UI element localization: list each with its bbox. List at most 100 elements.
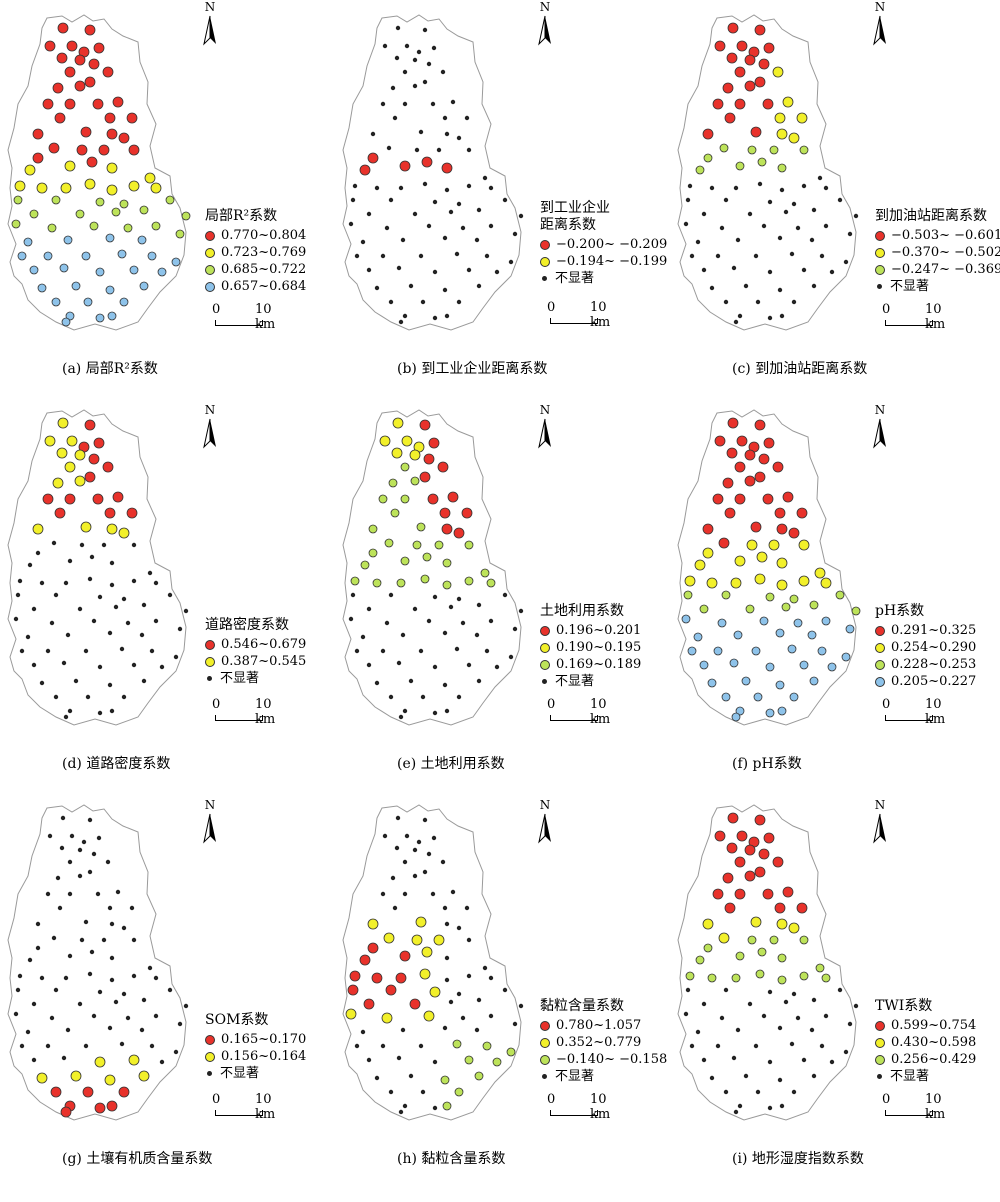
legend-label: 0.770~0.804 — [221, 228, 307, 243]
sample-point-red — [763, 832, 775, 844]
legend-label: 0.430~0.598 — [891, 1035, 977, 1050]
sample-point-yellow — [367, 918, 379, 930]
sample-point-black — [518, 608, 524, 614]
legend-swatch-blue — [205, 281, 215, 292]
sample-point-black — [374, 680, 380, 686]
legend-item: 不显著 — [540, 673, 641, 690]
region-outline — [7, 804, 187, 1121]
sample-point-black — [49, 620, 55, 626]
sample-point-red — [54, 507, 66, 519]
legend: 到加油站距离系数 −0.503~ −0.601 −0.370~ −0.502 −0.2… — [875, 208, 1000, 295]
sample-point-yellow — [401, 435, 413, 447]
sample-point-red — [453, 527, 465, 539]
sample-point-black — [488, 185, 494, 191]
region-outline — [7, 14, 187, 331]
legend-item: 0.190~0.195 — [540, 639, 641, 656]
sample-point-black — [396, 265, 402, 271]
sample-point-green — [442, 580, 452, 590]
sample-point-blue — [717, 618, 727, 628]
sample-point-black — [57, 905, 63, 911]
sample-point-blue — [105, 285, 115, 295]
sample-point-black — [789, 251, 795, 257]
sample-point-black — [53, 694, 59, 700]
sample-point-blue — [107, 311, 117, 321]
sample-point-black — [366, 1057, 372, 1063]
sample-point-black — [701, 1001, 707, 1007]
sample-point-red — [64, 98, 76, 110]
sample-point-black — [398, 185, 404, 191]
legend-item: −0.370~ −0.502 — [875, 244, 1000, 261]
legend-label: 0.190~0.195 — [556, 640, 642, 655]
sample-point-yellow — [118, 527, 130, 539]
sample-point-black — [125, 1015, 131, 1021]
north-label: N — [204, 798, 216, 812]
sample-point-blue — [119, 297, 129, 307]
sample-point-blue — [775, 628, 785, 638]
sample-point-red — [409, 998, 421, 1010]
sample-point-black — [422, 27, 428, 33]
sample-point-black — [177, 626, 183, 632]
sample-point-black — [418, 253, 424, 259]
sample-point-green — [95, 197, 105, 207]
sample-point-red — [734, 888, 746, 900]
sample-point-black — [183, 608, 189, 614]
sample-point-red — [399, 950, 411, 962]
map-svg — [342, 804, 524, 1121]
sample-point-yellow — [776, 579, 788, 591]
sample-point-black — [779, 313, 785, 319]
sample-point-black — [753, 1043, 759, 1049]
sample-point-black — [689, 253, 695, 259]
sample-point-red — [439, 507, 451, 519]
legend-label: 0.196~0.201 — [556, 623, 642, 638]
sample-point-yellow — [776, 128, 788, 140]
sample-point-green — [139, 205, 149, 215]
sample-point-black — [77, 606, 83, 612]
legend-swatch-green — [875, 264, 885, 275]
sample-point-black — [847, 1021, 853, 1027]
sample-point-black — [109, 708, 115, 714]
sample-point-red — [758, 453, 770, 465]
sample-point-black — [97, 664, 103, 670]
sample-point-black — [416, 839, 422, 845]
region-outline — [677, 14, 857, 331]
sample-point-black — [374, 285, 380, 291]
map-svg — [677, 14, 859, 331]
sample-point-red — [754, 814, 766, 826]
sample-point-blue — [731, 712, 741, 722]
sample-point-yellow — [24, 164, 36, 176]
sample-point-black — [17, 973, 23, 979]
sample-point-black — [77, 847, 83, 853]
sample-point-black — [97, 710, 103, 716]
sample-point-green — [47, 223, 57, 233]
sample-point-red — [84, 419, 96, 431]
sample-point-black — [91, 1013, 97, 1019]
sample-point-yellow — [104, 1074, 116, 1086]
sample-point-black — [735, 1027, 741, 1033]
north-label: N — [204, 403, 216, 417]
sample-point-blue — [751, 646, 761, 656]
sample-point-green — [703, 153, 713, 163]
sample-point-black — [121, 925, 127, 931]
legend: TWI系数 0.599~0.754 0.430~0.598 0.256~0.429 不显… — [875, 998, 976, 1085]
sample-point-yellow — [702, 918, 714, 930]
sample-point-red — [48, 142, 60, 154]
sample-point-black — [402, 891, 408, 897]
sample-point-black — [512, 231, 518, 237]
sample-point-black — [853, 1003, 859, 1009]
sample-point-black — [809, 1027, 815, 1033]
sample-point-yellow — [57, 417, 69, 429]
sample-point-black — [109, 582, 115, 588]
sample-point-black — [414, 147, 420, 153]
sample-point-black — [440, 69, 446, 75]
legend-title: pH系数 — [875, 603, 925, 619]
sample-point-yellow — [381, 1012, 393, 1024]
sample-point-blue — [71, 281, 81, 291]
sample-point-black — [380, 101, 386, 107]
sample-point-black — [109, 560, 115, 566]
sample-point-black — [843, 1049, 849, 1055]
sample-point-black — [719, 225, 725, 231]
sample-point-red — [441, 523, 453, 535]
sample-point-black — [49, 1015, 55, 1021]
sample-point-red — [758, 848, 770, 860]
sample-point-black — [39, 580, 45, 586]
